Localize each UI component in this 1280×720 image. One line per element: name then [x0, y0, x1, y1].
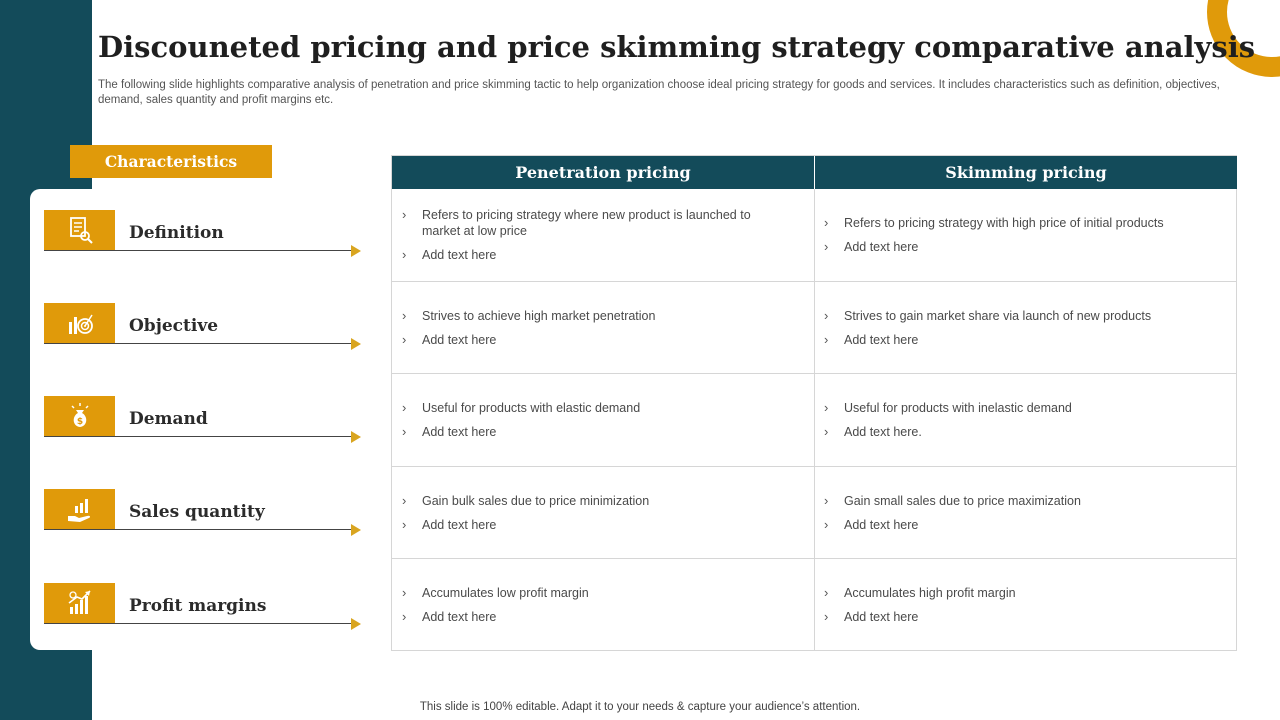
cell-penetration-sales-quantity: Gain bulk sales due to price minimizatio…: [402, 493, 782, 541]
characteristic-label: Sales quantity: [129, 502, 265, 522]
footer-text: This slide is 100% editable. Adapt it to…: [419, 701, 861, 713]
slide-footer: This slide is 100% editable. Adapt it to…: [0, 701, 1280, 713]
connector-line: [44, 436, 352, 437]
cell-skimming-objective: Strives to gain market share via launch …: [824, 308, 1204, 356]
characteristics-header: Characteristics: [70, 145, 272, 178]
connector-line: [44, 250, 352, 251]
cell-skimming-profit-margins: Accumulates high profit margin Add text …: [824, 585, 1204, 633]
cell-penetration-profit-margins: Accumulates low profit margin Add text h…: [402, 585, 782, 633]
arrow-right-icon: [351, 618, 361, 630]
bullet-text: Strives to achieve high market penetrati…: [402, 308, 782, 324]
hand-growth-chart-icon: [44, 489, 115, 529]
bullet-text: Gain small sales due to price maximizati…: [824, 493, 1204, 509]
bullet-text: Gain bulk sales due to price minimizatio…: [402, 493, 782, 509]
target-chart-icon: [44, 303, 115, 343]
characteristic-profit-margins: Profit margins: [44, 583, 364, 631]
arrow-right-icon: [351, 431, 361, 443]
bullet-text: Add text here: [402, 609, 782, 625]
arrow-right-icon: [351, 524, 361, 536]
slide-subtitle: The following slide highlights comparati…: [98, 79, 1220, 106]
cell-skimming-demand: Useful for products with inelastic deman…: [824, 400, 1204, 448]
slide-title: Discouneted pricing and price skimming s…: [98, 30, 1256, 64]
header-skimming-pricing: Skimming pricing: [815, 156, 1237, 189]
connector-line: [44, 623, 352, 624]
bullet-text: Accumulates low profit margin: [402, 585, 782, 601]
comparison-table: Penetration pricing Skimming pricing Ref…: [391, 155, 1237, 651]
connector-line: [44, 343, 352, 344]
characteristic-objective: Objective: [44, 303, 364, 351]
column-divider: [814, 189, 815, 651]
cell-penetration-definition: Refers to pricing strategy where new pro…: [402, 207, 782, 271]
cell-skimming-sales-quantity: Gain small sales due to price maximizati…: [824, 493, 1204, 541]
bullet-text: Accumulates high profit margin: [824, 585, 1204, 601]
bullet-text: Add text here: [402, 424, 782, 440]
characteristic-label: Demand: [129, 409, 208, 429]
characteristic-label: Definition: [129, 223, 224, 243]
characteristic-demand: $ Demand: [44, 396, 364, 444]
rising-bar-chart-icon: [44, 583, 115, 623]
money-bag-icon: $: [44, 396, 115, 436]
connector-line: [44, 529, 352, 530]
bullet-text: Useful for products with elastic demand: [402, 400, 782, 416]
row-divider: [392, 466, 1237, 467]
row-divider: [392, 281, 1237, 282]
bullet-text: Useful for products with inelastic deman…: [824, 400, 1204, 416]
row-divider: [392, 373, 1237, 374]
bullet-text: Add text here: [824, 332, 1204, 348]
arrow-right-icon: [351, 338, 361, 350]
bullet-text: Add text here.: [824, 424, 1204, 440]
cell-penetration-demand: Useful for products with elastic demand …: [402, 400, 782, 448]
header-penetration-pricing: Penetration pricing: [392, 156, 814, 189]
bullet-text: Add text here: [824, 239, 1204, 255]
characteristic-definition: Definition: [44, 210, 364, 258]
bullet-text: Add text here: [824, 609, 1204, 625]
svg-text:$: $: [76, 417, 82, 427]
arrow-right-icon: [351, 245, 361, 257]
characteristic-label: Objective: [129, 316, 219, 336]
bullet-text: Add text here: [402, 517, 782, 533]
bullet-text: Add text here: [402, 332, 782, 348]
characteristic-label: Profit margins: [129, 596, 267, 616]
document-search-icon: [44, 210, 115, 250]
characteristic-sales-quantity: Sales quantity: [44, 489, 364, 537]
bullet-text: Strives to gain market share via launch …: [824, 308, 1204, 324]
cell-skimming-definition: Refers to pricing strategy with high pri…: [824, 215, 1204, 263]
cell-penetration-objective: Strives to achieve high market penetrati…: [402, 308, 782, 356]
bullet-text: Add text here: [402, 247, 782, 263]
bullet-text: Add text here: [824, 517, 1204, 533]
row-divider: [392, 558, 1237, 559]
header-divider: [814, 156, 815, 189]
bullet-text: Refers to pricing strategy where new pro…: [402, 207, 782, 239]
bullet-text: Refers to pricing strategy with high pri…: [824, 215, 1204, 231]
